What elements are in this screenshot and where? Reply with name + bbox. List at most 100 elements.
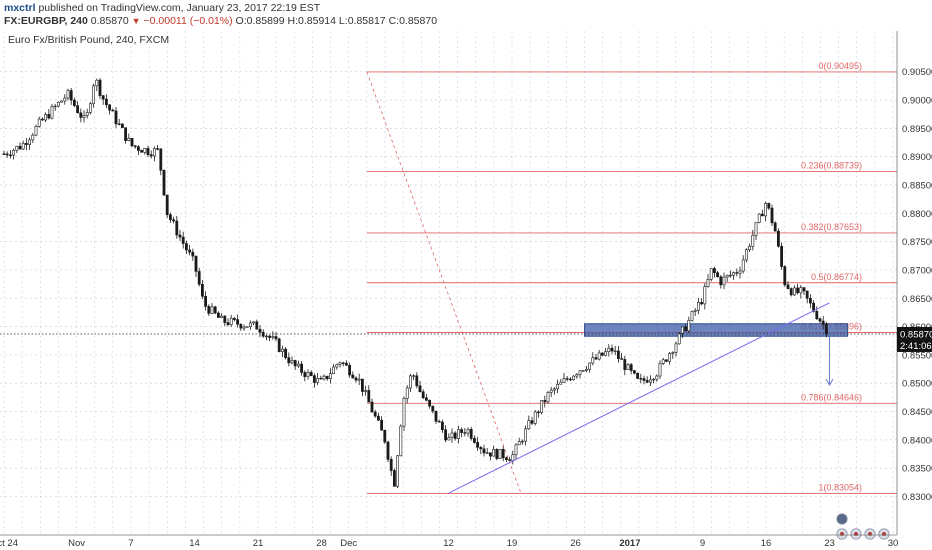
candle-body xyxy=(754,222,758,236)
candle-body xyxy=(476,442,480,448)
trendline[interactable] xyxy=(448,302,830,494)
candle-body xyxy=(424,397,428,401)
candle-body xyxy=(498,449,502,459)
candle-body xyxy=(482,448,486,454)
candle-body xyxy=(277,338,281,352)
candle-body xyxy=(687,319,691,332)
candle-body xyxy=(271,336,275,338)
candle-body xyxy=(658,363,662,377)
candle-body xyxy=(98,79,102,96)
candle-body xyxy=(53,105,57,108)
candle-body xyxy=(325,375,329,380)
candle-body xyxy=(370,401,374,413)
candle-body xyxy=(751,234,755,247)
candle-body xyxy=(501,449,505,459)
candle-body xyxy=(741,259,745,272)
candle-body xyxy=(396,455,400,487)
close-value: 0.85870 xyxy=(399,15,438,27)
candle-body xyxy=(508,459,512,461)
candle-body xyxy=(351,374,355,379)
candle-body xyxy=(181,236,185,244)
high-label: H: xyxy=(287,15,299,27)
event-flag-dot-icon xyxy=(840,532,844,536)
candle-body xyxy=(264,335,268,338)
candle-body xyxy=(175,220,179,236)
candle-body xyxy=(185,243,188,251)
current-price-badge xyxy=(897,326,932,340)
candle-body xyxy=(792,287,796,296)
candle-body xyxy=(245,326,249,328)
candle-body xyxy=(85,112,89,116)
candle-body xyxy=(82,115,86,118)
candle-body xyxy=(642,378,646,381)
candle-body xyxy=(648,379,652,383)
candle-body xyxy=(360,378,364,392)
candle-body xyxy=(149,154,153,157)
candle-body xyxy=(680,326,684,334)
fib-trend-line[interactable] xyxy=(366,71,522,494)
candle-body xyxy=(796,287,800,294)
candle-body xyxy=(607,347,611,353)
candle-body xyxy=(466,429,470,434)
candle-body xyxy=(76,105,80,114)
candle-body xyxy=(578,370,582,375)
candle-body xyxy=(89,103,92,113)
candle-body xyxy=(760,213,764,217)
candle-body xyxy=(60,100,64,103)
fib-level-label: 0.786(0.84646) xyxy=(801,392,862,402)
candle-body xyxy=(290,360,294,364)
candle-body xyxy=(37,118,41,127)
candle-body xyxy=(552,388,556,391)
candle-body xyxy=(664,359,668,362)
candle-body xyxy=(824,323,828,335)
candle-body xyxy=(15,145,19,151)
candle-body xyxy=(418,385,422,393)
candle-body xyxy=(562,378,566,383)
price-chart[interactable]: 0(0.90495)0.236(0.88739)0.382(0.87653)0.… xyxy=(0,31,932,550)
time-tick-label: Nov xyxy=(68,538,85,549)
chart-title: Euro Fx/British Pound, 240, FXCM xyxy=(8,34,169,46)
candle-body xyxy=(300,363,304,373)
published-text: published on TradingView.com, January 23… xyxy=(38,2,321,14)
candle-body xyxy=(47,114,51,119)
candle-body xyxy=(34,125,38,136)
candle-body xyxy=(485,452,489,454)
time-tick-label: 7 xyxy=(128,538,133,549)
candle-body xyxy=(348,364,352,376)
event-flag-icon[interactable] xyxy=(836,513,848,525)
candle-body xyxy=(56,101,60,107)
candle-body xyxy=(719,276,723,286)
candle-body xyxy=(309,372,313,376)
open-value: 0.85899 xyxy=(246,15,285,27)
candle-body xyxy=(121,123,124,128)
candle-body xyxy=(645,380,649,383)
open-label: O: xyxy=(235,15,247,27)
candle-body xyxy=(744,249,748,261)
candle-body xyxy=(344,362,348,366)
candle-body xyxy=(137,146,140,151)
candle-body xyxy=(722,276,726,286)
drawings[interactable] xyxy=(0,302,897,540)
candle-body xyxy=(671,352,675,354)
candle-body xyxy=(229,317,233,325)
candle-body xyxy=(613,350,617,353)
candle-body xyxy=(105,98,108,106)
candle-body xyxy=(389,459,393,471)
candle-body xyxy=(636,372,640,379)
candle-body xyxy=(101,95,105,100)
candle-body xyxy=(818,318,822,322)
candle-body xyxy=(488,452,492,457)
candle-body xyxy=(690,311,694,321)
fib-level-label: 0.236(0.88739) xyxy=(801,160,862,170)
fibonacci-retracement[interactable]: 0(0.90495) 0.236(0.88739) 0.382(0.87653) 0.… xyxy=(366,61,897,494)
author-name[interactable]: mxctrl xyxy=(4,2,36,14)
candle-body xyxy=(255,321,259,330)
candle-body xyxy=(242,326,246,329)
